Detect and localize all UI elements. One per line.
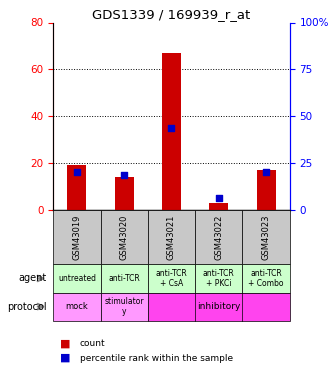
Bar [115,177,134,210]
Text: anti-TCR
+ CsA: anti-TCR + CsA [156,269,187,288]
Text: GSM43022: GSM43022 [214,214,223,260]
Text: GSM43021: GSM43021 [167,214,176,260]
Point [74,169,80,175]
Text: anti-TCR: anti-TCR [108,274,140,283]
Text: ■: ■ [60,338,71,348]
Text: agent: agent [18,273,47,284]
Bar [162,53,181,210]
Text: anti-TCR
+ PKCi: anti-TCR + PKCi [203,269,235,288]
Text: stimulator
y: stimulator y [105,297,144,316]
Text: inhibitory: inhibitory [197,302,240,311]
Bar [209,203,228,210]
Text: GSM43023: GSM43023 [261,214,271,260]
Text: untreated: untreated [58,274,96,283]
Point [169,125,174,132]
Bar [68,165,86,210]
Text: GSM43019: GSM43019 [72,214,82,260]
Point [263,169,269,175]
Bar [257,170,275,210]
Text: anti-TCR
+ Combo: anti-TCR + Combo [248,269,284,288]
Title: GDS1339 / 169939_r_at: GDS1339 / 169939_r_at [92,8,251,21]
Text: mock: mock [66,302,88,311]
Text: GSM43020: GSM43020 [120,214,129,260]
Point [122,172,127,178]
Text: protocol: protocol [7,302,47,312]
Text: percentile rank within the sample: percentile rank within the sample [80,354,233,363]
Text: count: count [80,339,106,348]
Point [216,195,221,201]
Text: ■: ■ [60,353,71,363]
